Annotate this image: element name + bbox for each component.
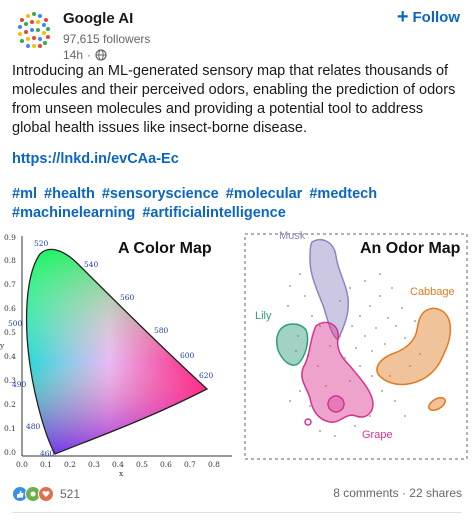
grape-cluster bbox=[301, 321, 374, 423]
author-name[interactable]: Google AI bbox=[63, 10, 134, 27]
grape-label: Grape bbox=[362, 429, 393, 441]
wavelength-label: 520 bbox=[34, 239, 49, 248]
y-tick: 0.2 bbox=[4, 400, 16, 409]
x-tick: 0.2 bbox=[64, 460, 76, 469]
hashtag-sensoryscience[interactable]: #sensoryscience bbox=[101, 186, 219, 202]
wavelength-label: 480 bbox=[26, 422, 41, 431]
celebrate-icon bbox=[25, 486, 41, 502]
y-tick: 0.4 bbox=[4, 352, 16, 361]
reaction-summary[interactable]: 521 bbox=[12, 486, 80, 502]
hashtag-list: #ml #health #sensoryscience #molecular #… bbox=[12, 185, 462, 223]
divider bbox=[12, 512, 462, 513]
y-axis-label: y bbox=[0, 341, 5, 350]
follow-label: Follow bbox=[412, 8, 461, 26]
love-icon bbox=[38, 486, 54, 502]
odor-map-title: An Odor Map bbox=[360, 240, 461, 257]
share-count[interactable]: 22 shares bbox=[409, 486, 462, 500]
cabbage-cluster bbox=[376, 307, 452, 386]
y-tick: 0.6 bbox=[4, 304, 16, 313]
wavelength-label: 620 bbox=[199, 371, 214, 380]
wavelength-label: 580 bbox=[154, 326, 169, 335]
post-image[interactable]: 0.9 0.8 0.7 0.6 0.5 0.4 0.3 0.2 0.1 0.0 … bbox=[0, 226, 474, 478]
post-time: 14h bbox=[63, 48, 84, 62]
wavelength-label: 490 bbox=[12, 380, 27, 389]
post-header: Google AI 97,615 followers 14h · + Follo… bbox=[14, 6, 461, 62]
molecule-points bbox=[287, 273, 421, 437]
hashtag-health[interactable]: #health bbox=[44, 186, 95, 202]
hashtag-machinelearning[interactable]: #machinelearning bbox=[12, 205, 136, 221]
y-tick: 0.0 bbox=[4, 448, 16, 457]
post-body: Introducing an ML-generated sensory map … bbox=[12, 63, 456, 136]
y-tick: 0.1 bbox=[4, 424, 16, 433]
reaction-count: 521 bbox=[60, 487, 81, 501]
color-map-axes: 0.9 0.8 0.7 0.6 0.5 0.4 0.3 0.2 0.1 0.0 … bbox=[0, 233, 232, 478]
hashtag-medtech[interactable]: #medtech bbox=[309, 186, 378, 202]
x-tick: 0.6 bbox=[160, 460, 172, 469]
x-tick: 0.5 bbox=[136, 460, 148, 469]
social-counts: 521 8 comments · 22 shares bbox=[12, 486, 462, 506]
color-map-title: A Color Map bbox=[118, 240, 212, 257]
y-tick: 0.5 bbox=[4, 328, 16, 337]
plus-icon: + bbox=[396, 6, 409, 28]
x-tick: 0.1 bbox=[40, 460, 52, 469]
y-tick: 0.3 bbox=[4, 376, 16, 385]
post-link[interactable]: https://lnkd.in/evCAa-Ec bbox=[12, 151, 179, 167]
wavelength-label: 540 bbox=[84, 260, 99, 269]
follow-button[interactable]: + Follow bbox=[396, 6, 461, 28]
y-tick: 0.7 bbox=[4, 280, 16, 289]
wavelength-label: 600 bbox=[180, 351, 195, 360]
y-tick: 0.9 bbox=[4, 233, 16, 242]
x-axis-label: x bbox=[119, 469, 124, 478]
post-meta: 14h · bbox=[63, 48, 107, 62]
x-tick: 0.0 bbox=[16, 460, 28, 469]
x-tick: 0.8 bbox=[208, 460, 220, 469]
x-tick: 0.3 bbox=[88, 460, 100, 469]
odor-map: An Odor Map Musk Cabbage Lily Grape bbox=[244, 230, 468, 460]
google-ai-logo[interactable] bbox=[14, 10, 54, 50]
lily-cluster bbox=[275, 323, 309, 366]
wavelength-label: 500 bbox=[8, 319, 23, 328]
comment-count[interactable]: 8 comments bbox=[333, 486, 399, 500]
x-tick: 0.4 bbox=[112, 460, 124, 469]
y-tick: 0.8 bbox=[4, 256, 16, 265]
wavelength-label: 460 bbox=[40, 449, 55, 458]
globe-icon bbox=[95, 49, 107, 61]
hashtag-artificialintelligence[interactable]: #artificialintelligence bbox=[142, 205, 286, 221]
chromaticity-diagram: 520 540 560 580 600 620 500 490 480 460 … bbox=[8, 239, 214, 458]
wavelength-label: 560 bbox=[120, 293, 135, 302]
follower-count: 97,615 followers bbox=[63, 32, 151, 46]
sensory-map-figure: 0.9 0.8 0.7 0.6 0.5 0.4 0.3 0.2 0.1 0.0 … bbox=[0, 230, 468, 478]
hashtag-ml[interactable]: #ml bbox=[12, 186, 37, 202]
hashtag-molecular[interactable]: #molecular bbox=[225, 186, 303, 202]
engagement-stats: 8 comments · 22 shares bbox=[333, 486, 462, 500]
lily-label: Lily bbox=[255, 310, 272, 322]
x-tick: 0.7 bbox=[184, 460, 196, 469]
musk-label: Musk bbox=[279, 230, 306, 242]
cabbage-label: Cabbage bbox=[410, 286, 455, 298]
